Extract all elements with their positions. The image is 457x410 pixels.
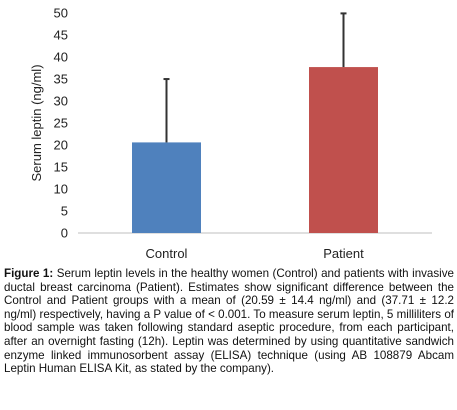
y-tick-label: 35 <box>54 72 68 87</box>
x-axis: Control Patient <box>146 246 365 261</box>
figure-label: Figure 1: <box>4 267 54 280</box>
y-tick-label: 20 <box>54 138 68 153</box>
x-tick-label: Patient <box>323 246 364 261</box>
y-axis-label: Serum leptin (ng/ml) <box>29 64 44 181</box>
bar-control <box>132 142 201 233</box>
y-tick-label: 15 <box>54 160 68 175</box>
figure-caption: Figure 1: Serum leptin levels in the hea… <box>4 267 454 376</box>
caption-text: Serum leptin levels in the healthy women… <box>4 267 454 376</box>
bar-patient <box>309 67 378 234</box>
y-tick-label: 50 <box>54 6 68 21</box>
y-tick-label: 0 <box>61 226 68 241</box>
x-tick-label: Control <box>146 246 188 261</box>
bars <box>132 12 378 234</box>
y-tick-label: 30 <box>54 94 68 109</box>
y-tick-label: 25 <box>54 116 68 131</box>
y-tick-label: 10 <box>54 182 68 197</box>
y-axis: 0 5 10 15 20 25 30 35 40 45 50 <box>54 6 68 241</box>
y-tick-label: 40 <box>54 50 68 65</box>
bar-chart: Serum leptin (ng/ml) 0 5 10 15 20 25 30 35 40 45 5… <box>29 6 432 261</box>
y-tick-label: 45 <box>54 28 68 43</box>
y-tick-label: 5 <box>61 204 68 219</box>
